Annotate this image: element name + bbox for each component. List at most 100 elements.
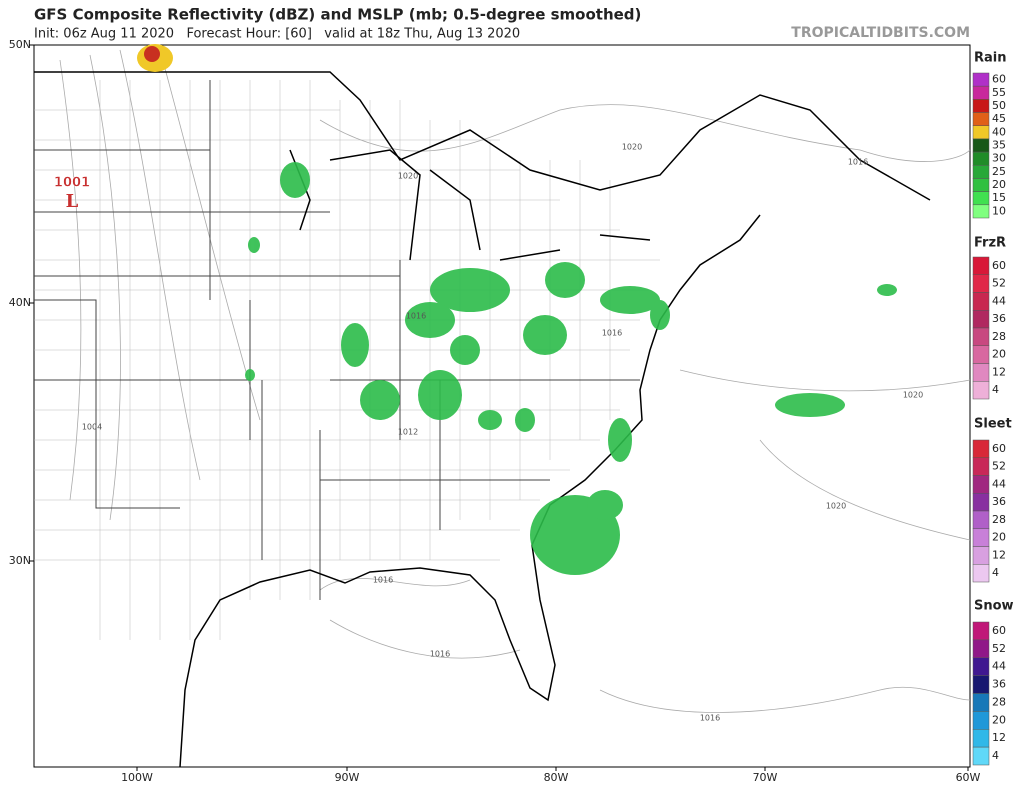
legend-swatch xyxy=(972,493,990,512)
legend-swatch xyxy=(972,439,990,458)
legend-level: 15 xyxy=(992,191,1006,204)
legend-swatch xyxy=(972,621,990,641)
legend-swatch xyxy=(972,381,990,400)
legend-level: 50 xyxy=(992,99,1006,112)
legend-swatch xyxy=(972,657,990,676)
legend-level: 52 xyxy=(992,460,1006,473)
legend-title: Snow xyxy=(974,599,1014,614)
legend-level: 28 xyxy=(992,330,1006,343)
legend-level: 36 xyxy=(992,312,1006,325)
isobar-label: 1016 xyxy=(373,576,393,585)
legend-swatch xyxy=(972,457,990,476)
legend-level: 40 xyxy=(992,125,1006,138)
lat-label: 30N xyxy=(9,554,31,567)
legend-swatch xyxy=(972,138,990,153)
legend-level: 4 xyxy=(992,749,999,762)
coastline xyxy=(34,71,931,768)
legend-level: 20 xyxy=(992,531,1006,544)
isobar-label: 1020 xyxy=(622,143,642,152)
legend-swatch xyxy=(972,639,990,658)
legend-swatch xyxy=(972,528,990,547)
isobar-label: 1016 xyxy=(700,714,720,723)
legend-level: 60 xyxy=(992,624,1006,637)
legend-title: Sleet xyxy=(974,417,1012,432)
legend-level: 55 xyxy=(992,86,1006,99)
precipitation xyxy=(245,162,897,575)
legend-level: 28 xyxy=(992,695,1006,708)
legend-level: 52 xyxy=(992,277,1006,290)
legend-swatch xyxy=(972,112,990,126)
legend-level: 52 xyxy=(992,642,1006,655)
isobar-label: 1016 xyxy=(430,650,450,659)
legend-swatch xyxy=(972,274,990,293)
legend-swatch xyxy=(972,510,990,529)
legend-swatch xyxy=(972,363,990,382)
isobar-label: 1012 xyxy=(398,428,418,437)
legend-level: 20 xyxy=(992,178,1006,191)
low-pressure: 1001 xyxy=(54,176,90,191)
legend-level: 45 xyxy=(992,112,1006,125)
legend-level: 60 xyxy=(992,73,1006,86)
legend-swatch xyxy=(972,693,990,712)
legend-level: 10 xyxy=(992,204,1006,217)
legend-level: 30 xyxy=(992,152,1006,165)
isobar-label: 1016 xyxy=(602,329,622,338)
legend-swatch xyxy=(972,178,990,192)
legend-level: 36 xyxy=(992,678,1006,691)
legend-level: 25 xyxy=(992,165,1006,178)
high-reflectivity xyxy=(137,44,173,72)
legend-swatch xyxy=(972,746,990,766)
source: TROPICALTIDBITS.COM xyxy=(791,25,970,41)
lon-label: 90W xyxy=(335,771,360,784)
legend-level: 12 xyxy=(992,731,1006,744)
isobar-label: 1016 xyxy=(406,312,426,321)
legend-swatch xyxy=(972,475,990,494)
subtitle: Init: 06z Aug 11 2020 Forecast Hour: [60… xyxy=(34,27,520,42)
legend-swatch xyxy=(972,85,990,100)
isobar-label: 1020 xyxy=(903,391,923,400)
lon-label: 60W xyxy=(956,771,981,784)
legend-level: 60 xyxy=(992,442,1006,455)
legend-swatch xyxy=(972,345,990,364)
legend-level: 44 xyxy=(992,660,1006,673)
legend-level: 20 xyxy=(992,348,1006,361)
lon-label: 70W xyxy=(753,771,778,784)
legend-swatch xyxy=(972,165,990,179)
legend-swatch xyxy=(972,99,990,113)
legend-level: 4 xyxy=(992,566,999,579)
legend-swatch xyxy=(972,204,990,219)
legend-swatch xyxy=(972,151,990,166)
title: GFS Composite Reflectivity (dBZ) and MSL… xyxy=(34,6,641,24)
legend-title: Rain xyxy=(974,51,1007,66)
legend-swatch xyxy=(972,310,990,329)
legend-level: 20 xyxy=(992,713,1006,726)
legend-level: 12 xyxy=(992,548,1006,561)
legend-swatch xyxy=(972,675,990,694)
legend-level: 36 xyxy=(992,495,1006,508)
legend-swatch xyxy=(972,191,990,206)
legend-level: 4 xyxy=(992,383,999,396)
isobar-label: 1016 xyxy=(848,158,868,167)
legend-swatch xyxy=(972,125,990,140)
legend-level: 35 xyxy=(992,139,1006,152)
legend-swatch xyxy=(972,327,990,346)
lat-label: 50N xyxy=(9,38,31,51)
legend-swatch xyxy=(972,72,990,87)
legend-swatch xyxy=(972,256,990,275)
lon-label: 100W xyxy=(121,771,153,784)
isobar-label: 1004 xyxy=(82,423,102,432)
isobar-label: 1020 xyxy=(398,172,418,181)
lat-label: 40N xyxy=(9,296,31,309)
legend-title: FrzR xyxy=(974,236,1006,251)
legend-level: 60 xyxy=(992,259,1006,272)
isobar-label: 1020 xyxy=(826,502,846,511)
legend-level: 44 xyxy=(992,294,1006,307)
legend-level: 12 xyxy=(992,365,1006,378)
legend-swatch xyxy=(972,564,990,583)
legend-swatch xyxy=(972,546,990,565)
legend-swatch xyxy=(972,729,990,748)
legend-swatch xyxy=(972,711,990,730)
map xyxy=(33,44,971,768)
